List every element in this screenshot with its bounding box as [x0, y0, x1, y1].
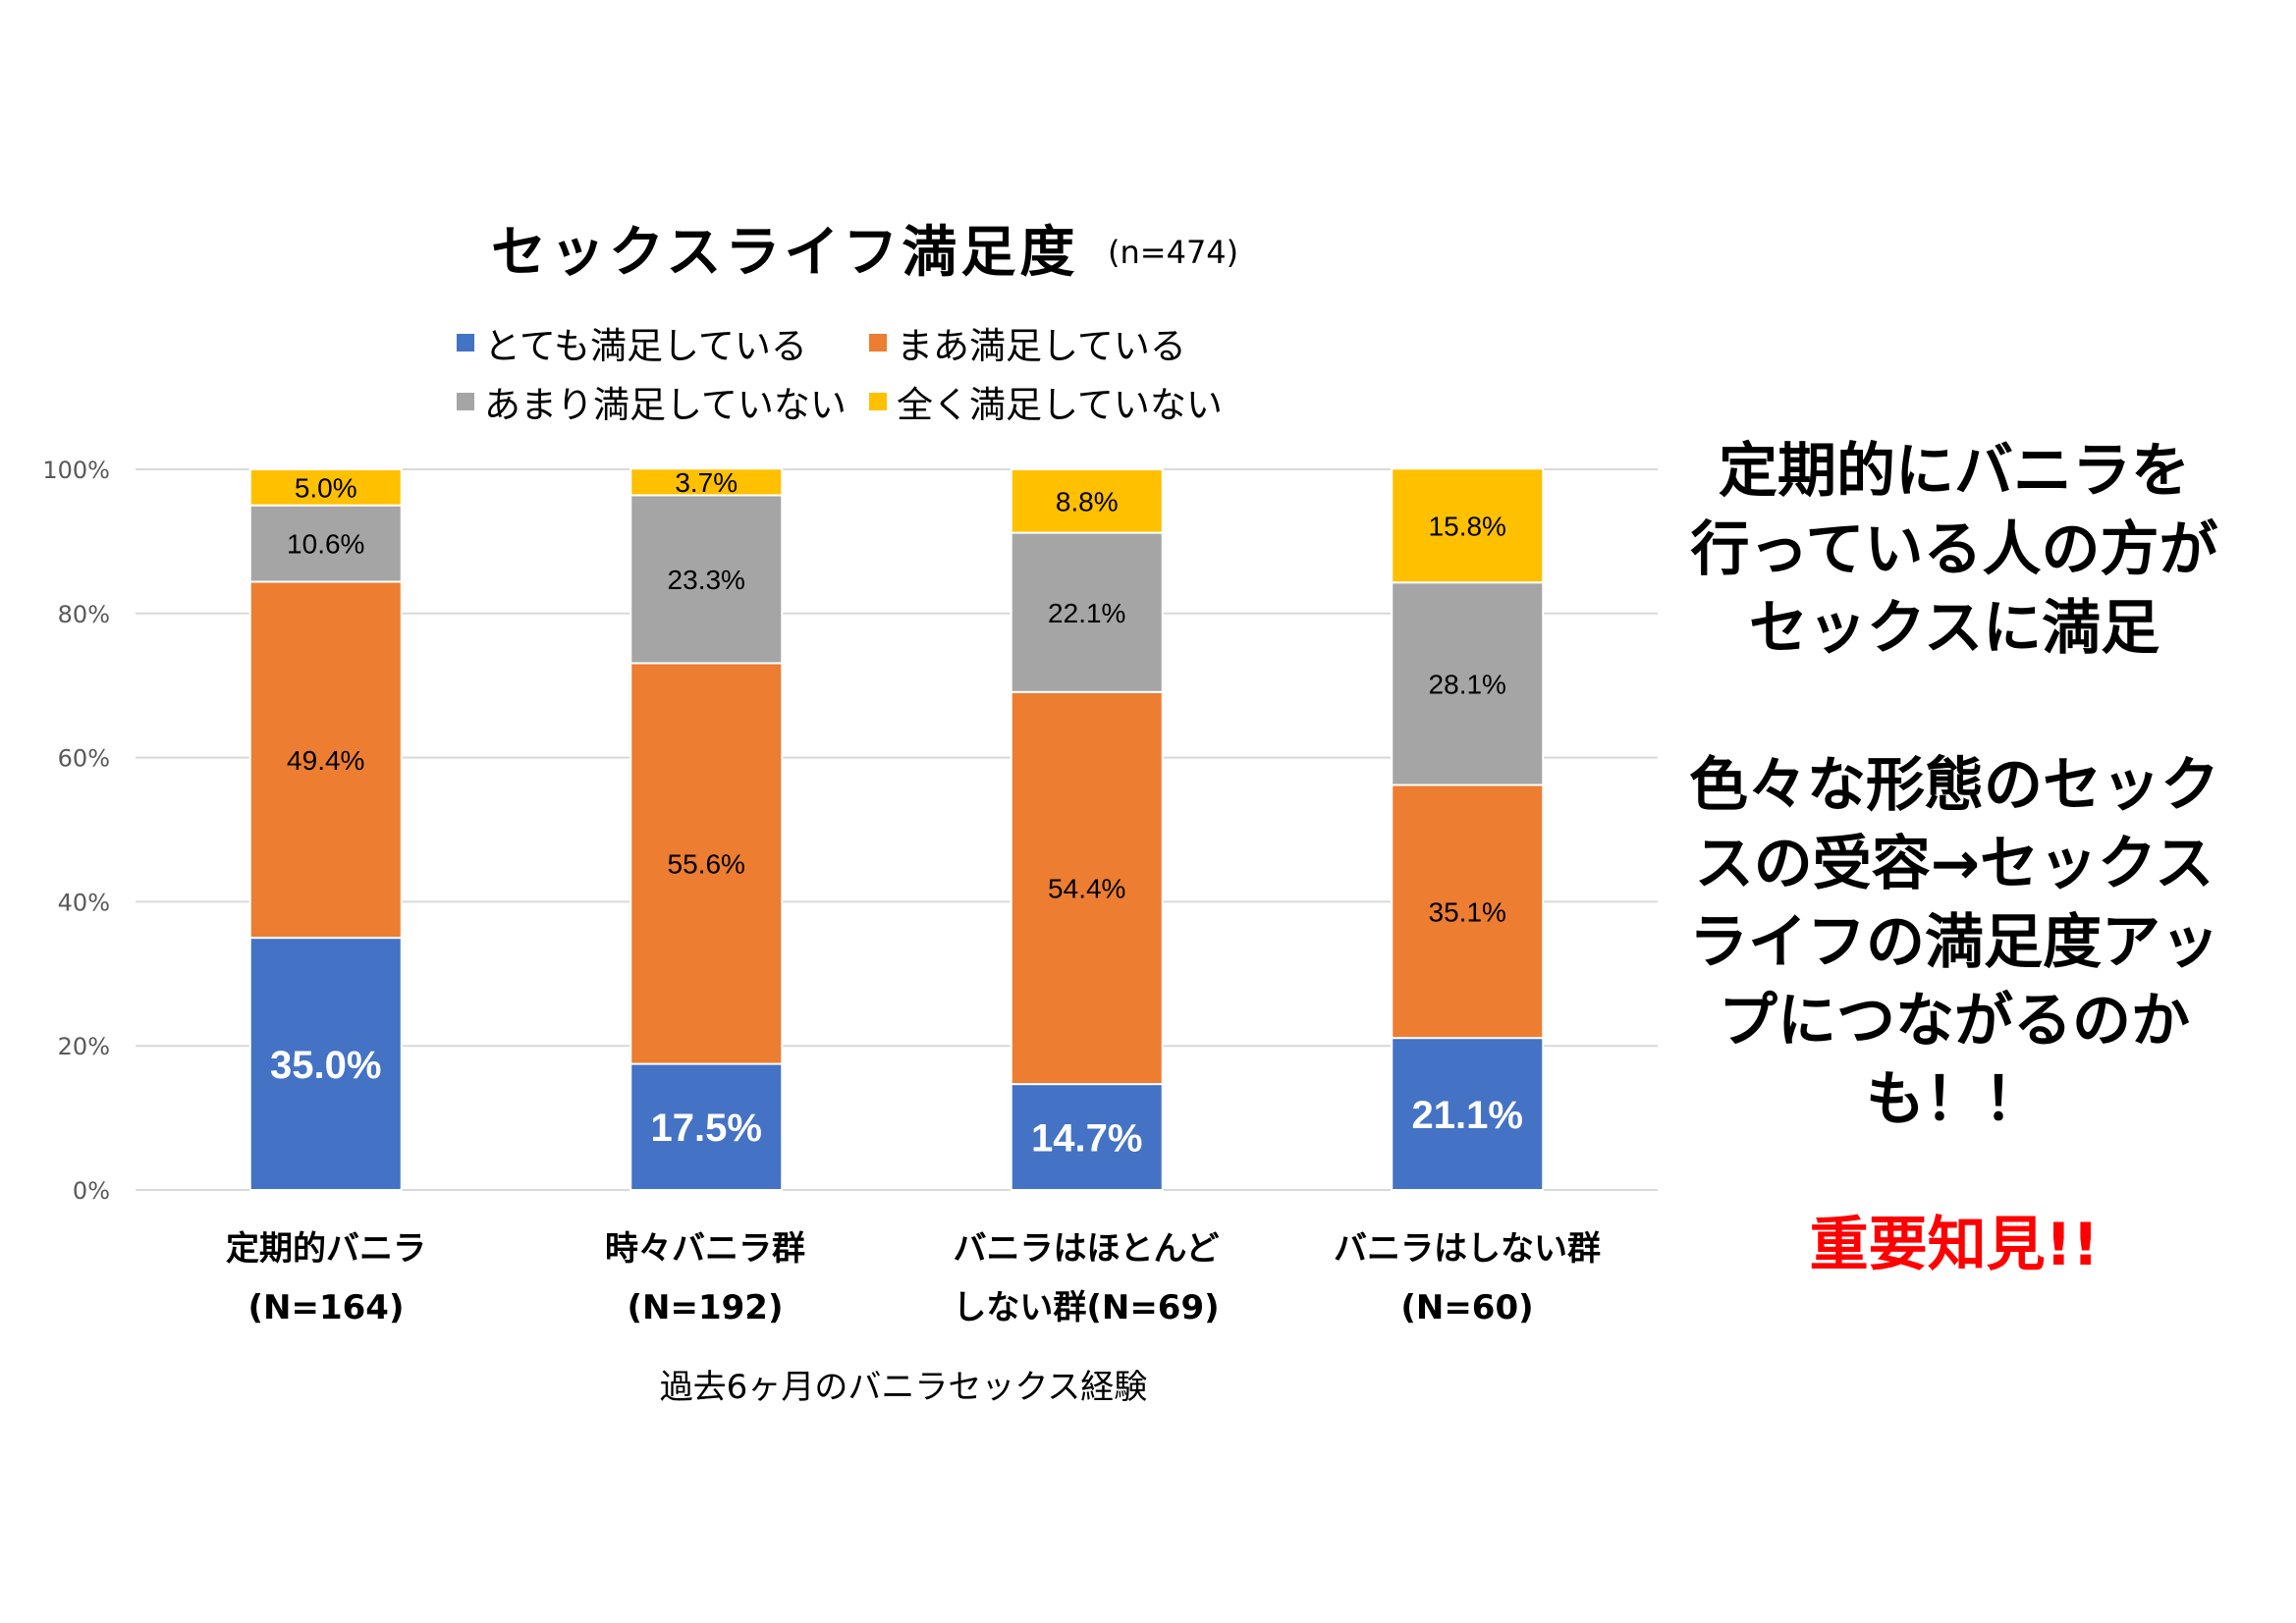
bar-segment	[1391, 1037, 1545, 1191]
category-label-line: (N=164)	[247, 1288, 405, 1327]
legend-label: とても満足している	[484, 325, 807, 367]
bar-segment	[1391, 581, 1545, 786]
bar-segment	[629, 494, 784, 665]
y-tick-label: 60%	[58, 745, 110, 773]
data-label: 35.1%	[1429, 896, 1506, 927]
commentary-line: ライフの満足度アッ	[1689, 908, 2219, 977]
bar-segment	[1391, 467, 1545, 584]
y-tick-label: 80%	[58, 601, 110, 628]
category-label-line: (N=60)	[1400, 1288, 1534, 1327]
legend-swatch-icon	[869, 393, 887, 410]
commentary-line: プにつながるのか	[1719, 987, 2190, 1055]
category-label-line: バニラはしない群	[1334, 1229, 1601, 1269]
y-tick-label: 0%	[73, 1177, 110, 1205]
bar-segment	[1010, 690, 1164, 1086]
bar-segment	[1010, 468, 1164, 534]
data-label: 35.0%	[270, 1044, 381, 1087]
category-label-1: 定期的バニラ (N=164)	[139, 1219, 513, 1337]
data-label: 23.3%	[668, 565, 745, 595]
data-label: 14.7%	[1031, 1116, 1142, 1160]
key-finding: 重要知見!!	[1809, 1211, 2100, 1279]
bar-segment	[1010, 531, 1164, 693]
data-label: 28.1%	[1429, 669, 1506, 699]
category-label-line: 時々バニラ群	[605, 1229, 805, 1269]
data-label: 22.1%	[1048, 598, 1125, 628]
bar-segment	[629, 467, 784, 497]
legend-item-somewhat-satisfied: まあ満足している	[869, 316, 1186, 369]
data-label: 17.5%	[651, 1107, 762, 1150]
data-label: 5.0%	[295, 472, 357, 503]
spacer	[1650, 668, 2259, 746]
commentary-line: 色々な形態のセック	[1689, 751, 2219, 820]
y-tick-label: 40%	[58, 889, 110, 916]
x-axis-title: 過去6ヶ月のバニラセックス経験	[659, 1368, 1148, 1407]
legend-item-not-very-satisfied: あまり満足していない	[457, 375, 847, 428]
legend-item-not-at-all-satisfied: 全く満足していない	[869, 375, 1223, 428]
legend-label: 全く満足していない	[897, 384, 1223, 426]
legend-label: あまり満足していない	[484, 384, 847, 426]
commentary-line: セックスに満足	[1748, 594, 2160, 663]
legend-swatch-icon	[457, 393, 474, 410]
legend-swatch-icon	[869, 334, 887, 352]
commentary-line: も！！	[1866, 1065, 2043, 1134]
bar-segment	[1010, 1083, 1164, 1192]
data-label: 15.8%	[1429, 511, 1506, 541]
data-label: 54.4%	[1048, 874, 1125, 904]
category-label-4: バニラはしない群 (N=60)	[1281, 1219, 1654, 1337]
commentary-panel: 定期的にバニラを 行っている人の方が セックスに満足 色々な形態のセック スの受…	[1650, 432, 2259, 1284]
category-label-2: 時々バニラ群 (N=192)	[519, 1219, 892, 1337]
data-label: 10.6%	[287, 529, 364, 560]
y-tick-label: 100%	[42, 457, 110, 484]
category-label-line: (N=192)	[627, 1288, 784, 1327]
data-label: 49.4%	[287, 745, 364, 776]
data-label: 3.7%	[675, 467, 738, 498]
chart-sample-size: (n=474)	[1108, 234, 1239, 271]
legend-label: まあ満足している	[897, 325, 1186, 367]
category-label-3: バニラはほとんど しない群(N=69)	[900, 1219, 1273, 1337]
commentary-line: 定期的にバニラを	[1719, 437, 2190, 506]
bar-segment	[629, 1062, 784, 1192]
y-tick-label: 20%	[58, 1033, 110, 1060]
bar-segment	[629, 662, 784, 1065]
category-label-line: 定期的バニラ	[226, 1229, 426, 1269]
commentary-line: スの受容→セックス	[1694, 830, 2214, 898]
bar-segment	[248, 468, 403, 507]
data-label: 8.8%	[1056, 486, 1119, 516]
bar-segment	[248, 580, 403, 940]
data-label: 55.6%	[668, 849, 745, 880]
legend-swatch-icon	[457, 334, 474, 352]
legend-item-very-satisfied: とても満足している	[457, 316, 807, 369]
data-label: 21.1%	[1412, 1094, 1523, 1137]
bar-segment	[248, 937, 403, 1191]
category-label-line: しない群(N=69)	[953, 1288, 1220, 1327]
chart-title: セックスライフ満足度	[491, 221, 1079, 285]
bar-segment	[248, 504, 403, 583]
category-label-line: バニラはほとんど	[953, 1229, 1220, 1269]
commentary-line: 行っている人の方が	[1690, 515, 2218, 584]
